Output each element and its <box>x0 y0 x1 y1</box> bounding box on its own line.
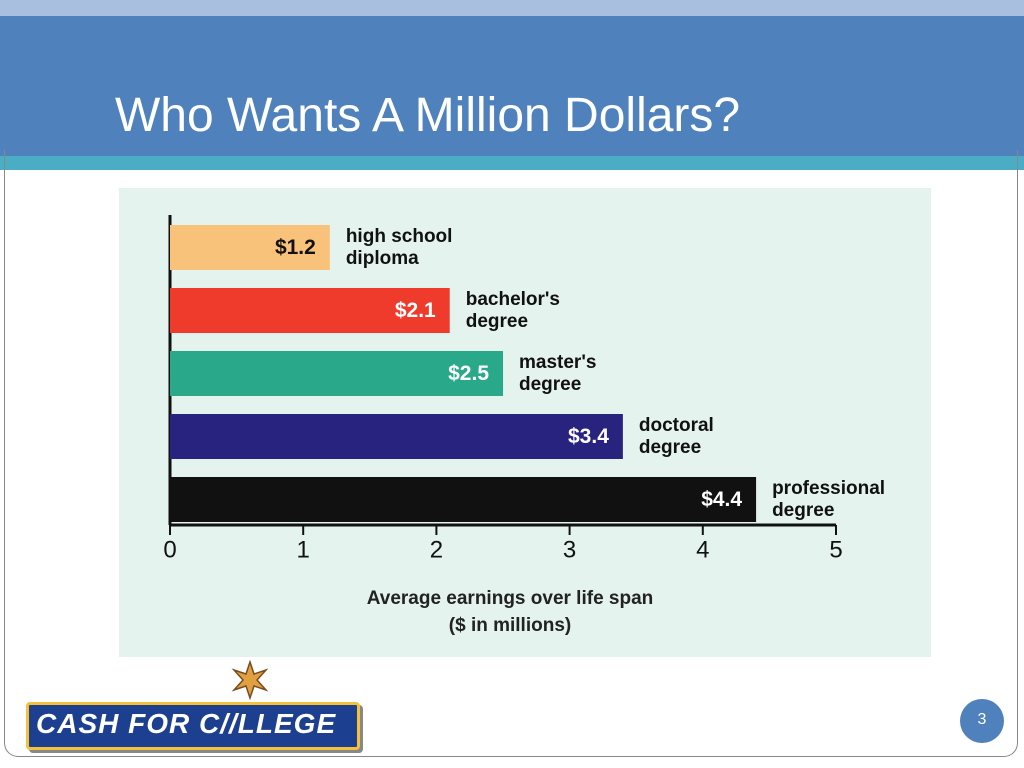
slide-frame <box>4 150 1018 757</box>
bar <box>170 225 330 270</box>
logo-star <box>231 660 269 700</box>
x-tick-label: 5 <box>829 536 842 563</box>
x-axis-label: Average earnings over life span <box>366 588 654 609</box>
category-label: bachelor's degree <box>465 289 560 332</box>
value-label: $2.1 <box>395 299 436 322</box>
value-label: $3.4 <box>568 425 609 448</box>
page-badge <box>960 699 1004 743</box>
x-tick-label: 1 <box>297 536 310 563</box>
bar <box>170 477 757 522</box>
value-label: $1.2 <box>275 236 316 259</box>
bar <box>170 288 450 333</box>
page-number: 3 <box>977 711 987 728</box>
bar <box>170 351 503 396</box>
category-label: doctoral degree <box>638 415 714 458</box>
bar <box>170 414 623 459</box>
x-axis-note: ($ in millions) <box>448 615 572 636</box>
slide-title: Who Wants A Million Dollars? <box>115 89 741 142</box>
logo-badge <box>26 702 360 750</box>
category-label: professional degree <box>772 478 886 521</box>
top-strip <box>0 0 1024 16</box>
category-label: master's degree <box>519 352 597 395</box>
x-tick-label: 4 <box>696 536 709 563</box>
x-tick-label: 0 <box>163 536 176 563</box>
header-rule <box>0 156 1024 170</box>
header-band <box>0 16 1024 156</box>
x-tick-label: 2 <box>430 536 443 563</box>
x-tick-label: 3 <box>563 536 576 563</box>
logo-text: CASH FOR C//LLEGE <box>36 708 337 739</box>
value-label: $2.5 <box>448 362 489 385</box>
value-label: $4.4 <box>701 488 742 511</box>
category-label: high school diploma <box>345 226 453 269</box>
